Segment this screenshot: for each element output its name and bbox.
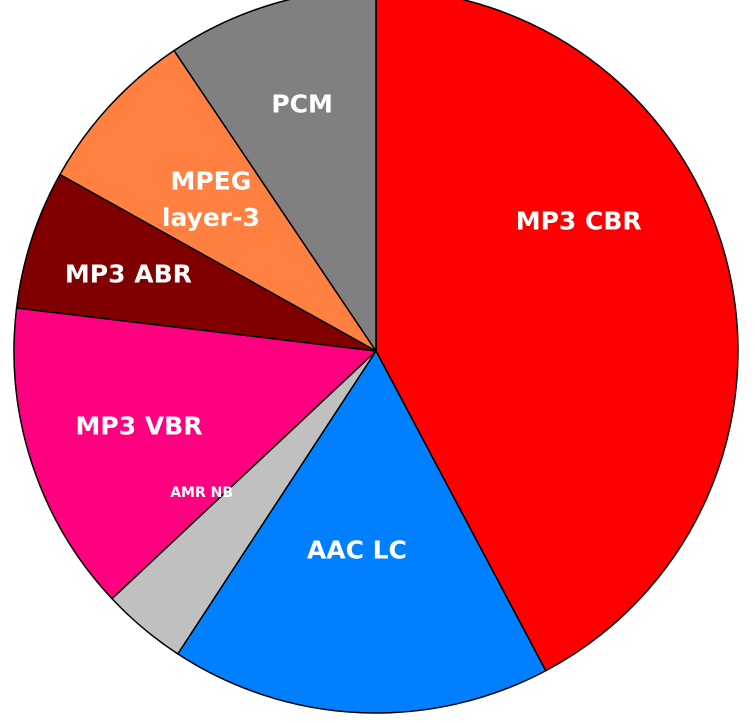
pie-slice-mp3-cbr: [375, 0, 739, 672]
pie-slice-mpeg-layer-3: [59, 49, 377, 352]
slice-label-pcm: PCM: [271, 89, 333, 118]
pie-slice-aac-lc: [177, 350, 547, 714]
pie-slice-mp3-abr: [15, 173, 377, 352]
slice-label-mp3-abr: MP3 ABR: [65, 260, 192, 289]
slice-label-line: AMR NB: [170, 485, 233, 501]
pie-slice-mp3-vbr: [13, 307, 377, 600]
slice-label-mpeg-layer-3: MPEG layer-3: [162, 167, 260, 232]
pie-slices: [13, 0, 739, 714]
slice-label-line: PCM: [271, 89, 333, 118]
slice-label-line: MP3 ABR: [65, 260, 192, 289]
slice-label-mp3-vbr: MP3 VBR: [76, 411, 203, 440]
pie-labels: MP3 CBR AAC LC AMR NB MP3 VBR MP3 ABR MPEG lay…: [65, 89, 642, 564]
slice-label-line: AAC LC: [307, 536, 407, 565]
pie-slice-pcm: [173, 0, 377, 352]
slice-label-line: MPEG: [170, 167, 251, 196]
slice-label-line: MP3 CBR: [516, 206, 642, 235]
slice-label-line: MP3 VBR: [76, 411, 203, 440]
slice-label-line: layer-3: [162, 203, 260, 232]
slice-label-aac-lc: AAC LC: [307, 536, 407, 565]
slice-label-mp3-cbr: MP3 CBR: [516, 206, 642, 235]
slice-label-amr-nb: AMR NB: [170, 485, 233, 501]
